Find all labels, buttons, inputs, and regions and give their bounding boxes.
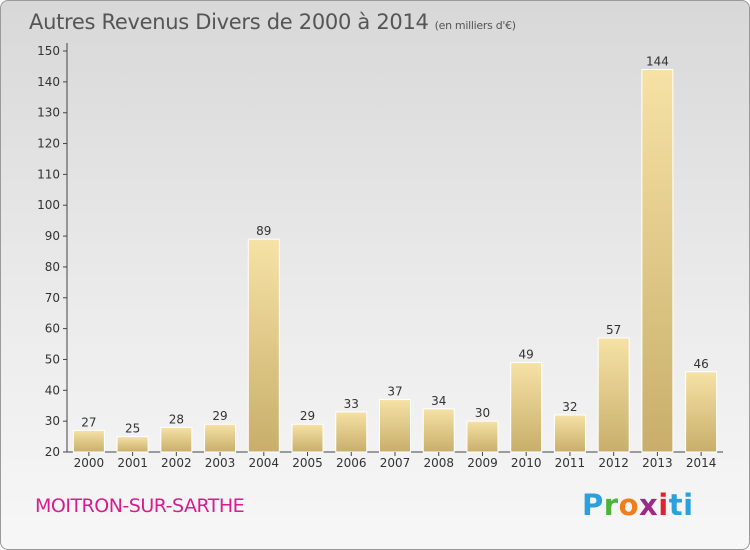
logo-letter: x [639, 488, 659, 522]
data-label: 29 [300, 409, 315, 423]
logo-letter: t [668, 488, 684, 522]
x-tick-label: 2006 [336, 456, 367, 470]
x-tick-label: 2007 [380, 456, 411, 470]
bar [379, 399, 411, 453]
x-tick-label: 2012 [598, 456, 629, 470]
bar [116, 436, 149, 453]
y-tick-label: 20 [45, 445, 60, 459]
y-tick-label: 70 [45, 291, 60, 305]
x-tick-label: 2011 [555, 456, 586, 470]
y-tick-label: 80 [45, 260, 60, 274]
bar [291, 423, 324, 453]
x-tick-label: 2003 [205, 456, 236, 470]
bar [641, 69, 674, 453]
x-tick-label: 2009 [467, 456, 498, 470]
y-tick-label: 40 [45, 383, 60, 397]
y-tick-label: 30 [45, 414, 60, 428]
logo-letter: i [658, 488, 669, 522]
x-tick-label: 2014 [686, 456, 717, 470]
x-tick-label: 2010 [511, 456, 542, 470]
bar [466, 420, 499, 453]
data-label: 34 [431, 394, 446, 408]
data-label: 25 [125, 422, 140, 436]
x-tick-label: 2013 [642, 456, 673, 470]
data-label: 30 [475, 406, 490, 420]
data-label: 144 [646, 55, 669, 69]
chart-subtitle: (en milliers d'€) [434, 19, 516, 32]
data-label: 33 [344, 397, 359, 411]
bar [510, 362, 543, 453]
data-label: 27 [81, 415, 96, 429]
y-tick-label: 100 [37, 198, 60, 212]
bar [72, 429, 105, 453]
x-tick-label: 2008 [423, 456, 454, 470]
bar [160, 426, 193, 453]
data-label: 29 [212, 409, 227, 423]
x-tick-label: 2000 [74, 456, 105, 470]
logo-letter: r [603, 488, 619, 522]
logo-letter: o [618, 488, 640, 522]
y-tick-label: 90 [45, 229, 60, 243]
bar [597, 337, 630, 453]
logo-letter: P [582, 488, 604, 522]
city-name: MOITRON-SUR-SARTHE [35, 495, 245, 517]
bar [247, 238, 280, 453]
x-tick-label: 2002 [161, 456, 192, 470]
y-tick-label: 150 [37, 44, 60, 58]
data-label: 46 [693, 357, 708, 371]
logo-letter: i [683, 488, 694, 522]
x-tick-label: 2004 [249, 456, 280, 470]
y-tick-label: 50 [45, 352, 60, 366]
data-label: 49 [519, 348, 534, 362]
data-label: 57 [606, 323, 621, 337]
bar [422, 408, 455, 453]
chart-title: Autres Revenus Divers de 2000 à 2014 (en … [29, 10, 516, 34]
bar-chart: 20 30 40 50 60 70 80 90 100 110 120 130 140 150 27 2000… [37, 43, 723, 470]
bar [335, 411, 368, 453]
x-tick-label: 2001 [117, 456, 148, 470]
y-tick-label: 60 [45, 322, 60, 336]
data-label: 37 [387, 385, 402, 399]
data-label: 32 [562, 400, 577, 414]
y-tick-label: 120 [37, 137, 60, 151]
x-tick-label: 2005 [292, 456, 323, 470]
bar [204, 423, 237, 453]
proxiti-logo: Proxiti [582, 488, 694, 522]
bar [553, 414, 586, 453]
y-tick-label: 110 [37, 167, 60, 181]
data-label: 89 [256, 224, 271, 238]
chart-title-text: Autres Revenus Divers de 2000 à 2014 [29, 10, 429, 34]
data-label: 28 [169, 412, 184, 426]
y-tick-label: 130 [37, 106, 60, 120]
y-tick-label: 140 [37, 75, 60, 89]
bar [685, 371, 718, 453]
